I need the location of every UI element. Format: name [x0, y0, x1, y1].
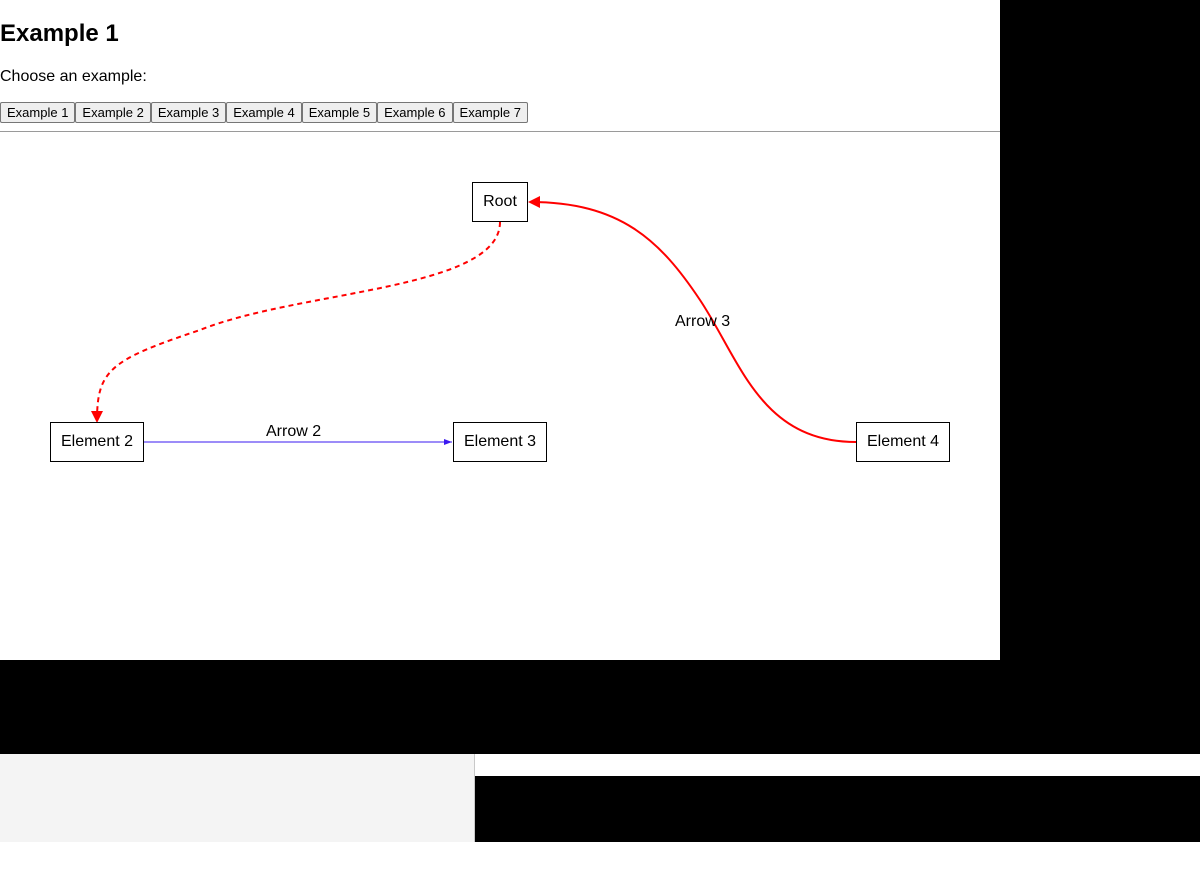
- example-prompt: Choose an example:: [0, 68, 147, 85]
- node-element-4[interactable]: Element 4: [856, 422, 950, 462]
- example-button-row: Example 1 Example 2 Example 3 Example 4 …: [0, 102, 528, 123]
- node-element-2[interactable]: Element 2: [50, 422, 144, 462]
- diagram-edges: [91, 196, 857, 445]
- bottom-left-panel: [0, 754, 475, 842]
- arrow-root-to-element2: [91, 221, 501, 423]
- example-1-button[interactable]: Example 1: [0, 102, 76, 123]
- bottom-right-strip: [475, 754, 1200, 776]
- arrow-2-label: Arrow 2: [266, 423, 322, 440]
- page-title: Example 1: [0, 20, 119, 47]
- example-3-button[interactable]: Example 3: [150, 102, 227, 123]
- content-pane: Example 1 Choose an example: Example 1 E…: [0, 20, 1000, 462]
- example-5-button[interactable]: Example 5: [301, 102, 378, 123]
- bottom-strip: [0, 842, 1200, 879]
- arrow-3-label: Arrow 3: [675, 313, 731, 330]
- arrow-element4-to-root: [528, 196, 857, 443]
- example-2-button[interactable]: Example 2: [75, 102, 151, 123]
- node-root[interactable]: Root: [472, 182, 528, 222]
- example-7-button[interactable]: Example 7: [452, 102, 528, 123]
- example-6-button[interactable]: Example 6: [377, 102, 453, 123]
- example-4-button[interactable]: Example 4: [226, 102, 302, 123]
- black-region-right: [1000, 0, 1200, 754]
- black-region-bottom: [0, 660, 1000, 754]
- horizontal-divider: [0, 131, 1000, 132]
- node-element-3[interactable]: Element 3: [453, 422, 547, 462]
- bottom-right-black-region: [475, 776, 1200, 842]
